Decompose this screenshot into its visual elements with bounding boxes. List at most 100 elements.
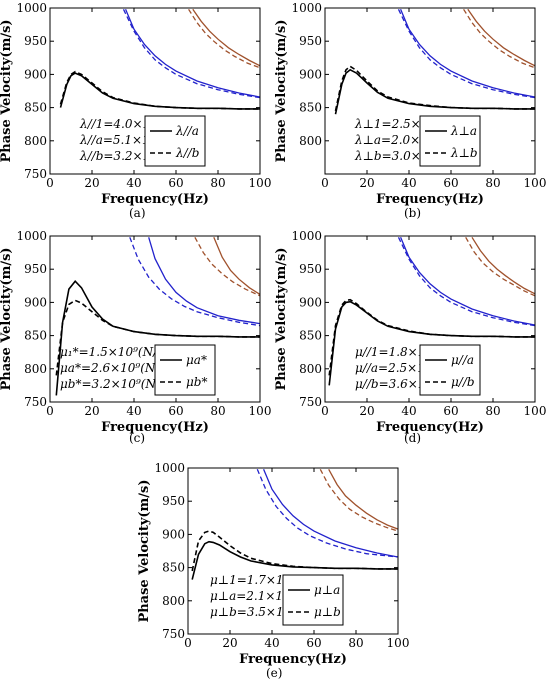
series-line-0 (334, 68, 535, 115)
series-line-0 (191, 540, 398, 580)
legend-label: λ//b (175, 146, 199, 160)
x-tick-label: 80 (210, 404, 225, 418)
legend-box (144, 115, 206, 167)
y-tick-label: 800 (162, 594, 185, 608)
y-tick-label: 850 (24, 329, 47, 343)
y-tick-label: 950 (24, 262, 47, 276)
series-line-5 (188, 8, 260, 69)
legend-label: λ⊥b (450, 146, 478, 160)
y-tick-label: 850 (162, 561, 185, 575)
y-tick-label: 1000 (291, 1, 322, 15)
y-tick-label: 850 (24, 101, 47, 115)
series-line-2 (148, 237, 260, 325)
y-tick-label: 750 (24, 395, 47, 409)
y-axis-label: Phase Velocity(m/s) (0, 247, 14, 390)
y-tick-label: 1000 (291, 229, 322, 243)
series-line-5 (465, 236, 535, 297)
y-axis-label: Phase Velocity(m/s) (137, 479, 152, 622)
y-axis-label: Phase Velocity(m/s) (0, 19, 14, 162)
plot-area (55, 236, 260, 396)
series-line-3 (129, 237, 260, 327)
x-tick-label: 100 (249, 176, 272, 190)
plot-area (328, 236, 535, 386)
plot-frame (49, 7, 261, 175)
y-tick-label: 850 (299, 101, 322, 115)
panel-label-b: (b) (404, 206, 422, 220)
legend: λ//a λ//b (144, 115, 206, 167)
plot-area (191, 468, 398, 580)
x-tick-label: 60 (168, 404, 183, 418)
x-tick-label: 80 (210, 176, 225, 190)
plot-frame (324, 235, 536, 403)
series-line-4 (328, 468, 398, 530)
x-tick-label: 60 (306, 636, 321, 650)
x-tick-label: 40 (126, 404, 141, 418)
x-tick-label: 100 (524, 404, 547, 418)
x-tick-label: 100 (524, 176, 547, 190)
x-tick-label: 40 (401, 176, 416, 190)
x-tick-label: 0 (46, 404, 54, 418)
y-tick-label: 800 (299, 134, 322, 148)
x-tick-label: 20 (84, 176, 99, 190)
series-line-4 (471, 236, 535, 295)
y-tick-label: 850 (299, 329, 322, 343)
y-tick-label: 900 (162, 527, 185, 541)
series-line-1 (334, 65, 535, 112)
x-tick-label: 80 (348, 636, 363, 650)
y-tick-label: 950 (299, 34, 322, 48)
legend-label: μ//b (451, 375, 475, 389)
x-tick-label: 20 (359, 176, 374, 190)
x-tick-label: 0 (184, 636, 192, 650)
y-tick-label: 900 (299, 67, 322, 81)
legend-label: μb* (186, 375, 207, 389)
series-line-4 (213, 237, 260, 295)
x-axis-label: Frequency(Hz) (376, 192, 484, 207)
series-line-5 (319, 468, 398, 532)
legend-label: λ//a (175, 124, 199, 138)
panel-a: 0 20 40 60 80 100 750 800 850 900 950 1000 Frequency… (0, 1, 271, 207)
plot-area (334, 8, 535, 115)
x-tick-label: 40 (264, 636, 279, 650)
series-line-4 (467, 8, 535, 67)
panel-label-e: (e) (266, 666, 283, 680)
panel-b: 0 20 40 60 80 100 800 850 900 950 1000 Frequency(Hz… (274, 1, 546, 207)
x-tick-label: 60 (443, 404, 458, 418)
panel-label-a: (a) (129, 206, 146, 220)
x-tick-label: 80 (485, 404, 500, 418)
series-line-1 (191, 530, 398, 572)
panel-e: 0 20 40 60 80 100 750 800 850 900 950 1000 Frequency… (137, 461, 409, 667)
y-tick-label: 950 (162, 494, 185, 508)
series-line-1 (59, 70, 260, 110)
x-tick-label: 100 (387, 636, 410, 650)
plot-frame (187, 467, 399, 635)
x-tick-label: 80 (485, 176, 500, 190)
legend-label: μa* (186, 353, 207, 367)
plot-frame (324, 7, 536, 175)
series-line-1 (55, 299, 260, 376)
series-line-3 (397, 9, 535, 99)
panel-label-d: (d) (404, 431, 422, 445)
x-tick-label: 20 (84, 404, 99, 418)
series-line-4 (192, 8, 260, 67)
x-axis-label: Frequency(Hz) (101, 192, 209, 207)
plot-area (59, 8, 260, 110)
y-tick-label: 950 (24, 34, 47, 48)
x-tick-label: 20 (359, 404, 374, 418)
legend-box (282, 574, 344, 626)
y-tick-label: 900 (24, 295, 47, 309)
series-line-2 (400, 9, 535, 98)
y-tick-label: 800 (24, 362, 47, 376)
series-line-3 (256, 469, 398, 558)
legend-box (419, 344, 481, 396)
plot-frame (49, 235, 261, 403)
series-line-2 (263, 469, 398, 558)
y-tick-label: 750 (299, 395, 322, 409)
x-axis-label: Frequency(Hz) (376, 420, 484, 435)
panel-c: 0 20 40 60 80 100 750 800 850 900 950 1000 Frequency… (0, 229, 271, 435)
x-tick-label: 0 (46, 176, 54, 190)
legend-label: μ⊥b (314, 605, 341, 619)
series-line-2 (400, 237, 535, 326)
legend-label: μ//a (451, 353, 474, 367)
x-tick-label: 60 (168, 176, 183, 190)
